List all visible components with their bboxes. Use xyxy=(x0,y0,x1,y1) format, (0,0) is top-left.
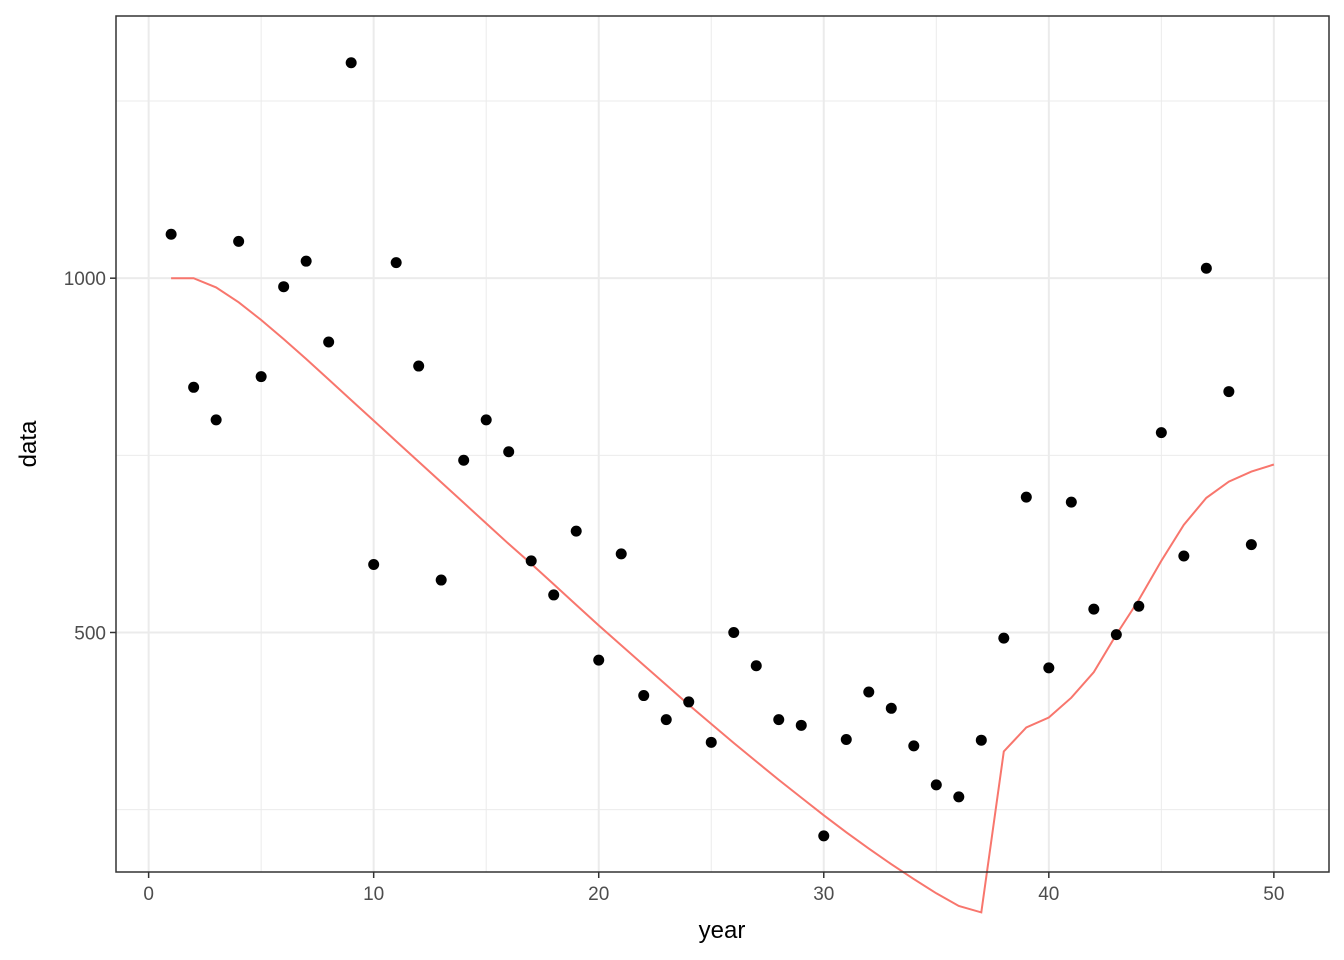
data-point xyxy=(368,558,380,570)
data-point xyxy=(705,736,717,748)
x-tick-label: 30 xyxy=(813,884,834,905)
data-point xyxy=(435,574,447,586)
data-point xyxy=(255,371,267,383)
grid-major xyxy=(116,16,1329,872)
data-point xyxy=(683,696,695,708)
x-tick-label: 40 xyxy=(1038,884,1059,905)
data-point xyxy=(863,686,875,698)
x-axis-title: year xyxy=(699,917,746,944)
data-point xyxy=(413,360,425,372)
data-point xyxy=(233,235,245,247)
data-point xyxy=(840,733,852,745)
data-point xyxy=(1088,603,1100,615)
data-point xyxy=(728,626,740,638)
data-point xyxy=(750,660,762,672)
data-point xyxy=(1245,539,1257,551)
y-tick-label: 500 xyxy=(74,623,106,644)
data-point xyxy=(278,281,290,293)
x-tick-label: 10 xyxy=(363,884,384,905)
y-tick-label: 1000 xyxy=(64,269,106,290)
data-point xyxy=(1065,496,1077,508)
panel-background xyxy=(116,16,1329,872)
data-point xyxy=(345,57,357,69)
data-point xyxy=(773,714,785,726)
data-points xyxy=(165,57,1257,842)
data-point xyxy=(548,589,560,601)
data-point xyxy=(908,740,920,752)
data-point xyxy=(300,255,312,267)
data-point xyxy=(210,414,222,426)
panel-border xyxy=(115,15,1330,873)
fitted-curve xyxy=(171,277,1275,914)
data-point xyxy=(1155,427,1167,439)
y-axis: 500 1000 xyxy=(64,269,116,644)
data-point xyxy=(1043,662,1055,674)
data-point xyxy=(1110,629,1122,641)
data-point xyxy=(525,555,537,567)
data-point xyxy=(1020,491,1032,503)
data-point xyxy=(593,654,605,666)
data-point xyxy=(998,632,1010,644)
data-point xyxy=(795,719,807,731)
data-point xyxy=(480,414,492,426)
data-point xyxy=(638,690,650,702)
data-point xyxy=(930,779,942,791)
data-point xyxy=(323,336,335,348)
data-point xyxy=(390,257,402,269)
data-point xyxy=(188,381,200,393)
x-tick-label: 20 xyxy=(588,884,609,905)
data-point xyxy=(165,228,177,240)
data-point xyxy=(953,791,965,803)
data-point xyxy=(1133,600,1145,612)
data-point xyxy=(503,446,515,458)
data-point xyxy=(1178,550,1190,562)
data-point xyxy=(570,525,582,537)
data-point xyxy=(615,548,627,560)
data-point xyxy=(818,830,830,842)
x-axis: 0 10 20 30 40 50 xyxy=(143,872,1284,905)
y-axis-title: data xyxy=(15,420,42,467)
grid-minor xyxy=(116,16,1329,872)
data-point xyxy=(458,454,470,466)
data-point xyxy=(1200,262,1212,274)
x-tick-label: 0 xyxy=(143,884,154,905)
data-point xyxy=(660,714,672,726)
data-point xyxy=(1223,386,1235,398)
data-point xyxy=(975,734,987,746)
data-point xyxy=(885,702,897,714)
x-tick-label: 50 xyxy=(1263,884,1284,905)
